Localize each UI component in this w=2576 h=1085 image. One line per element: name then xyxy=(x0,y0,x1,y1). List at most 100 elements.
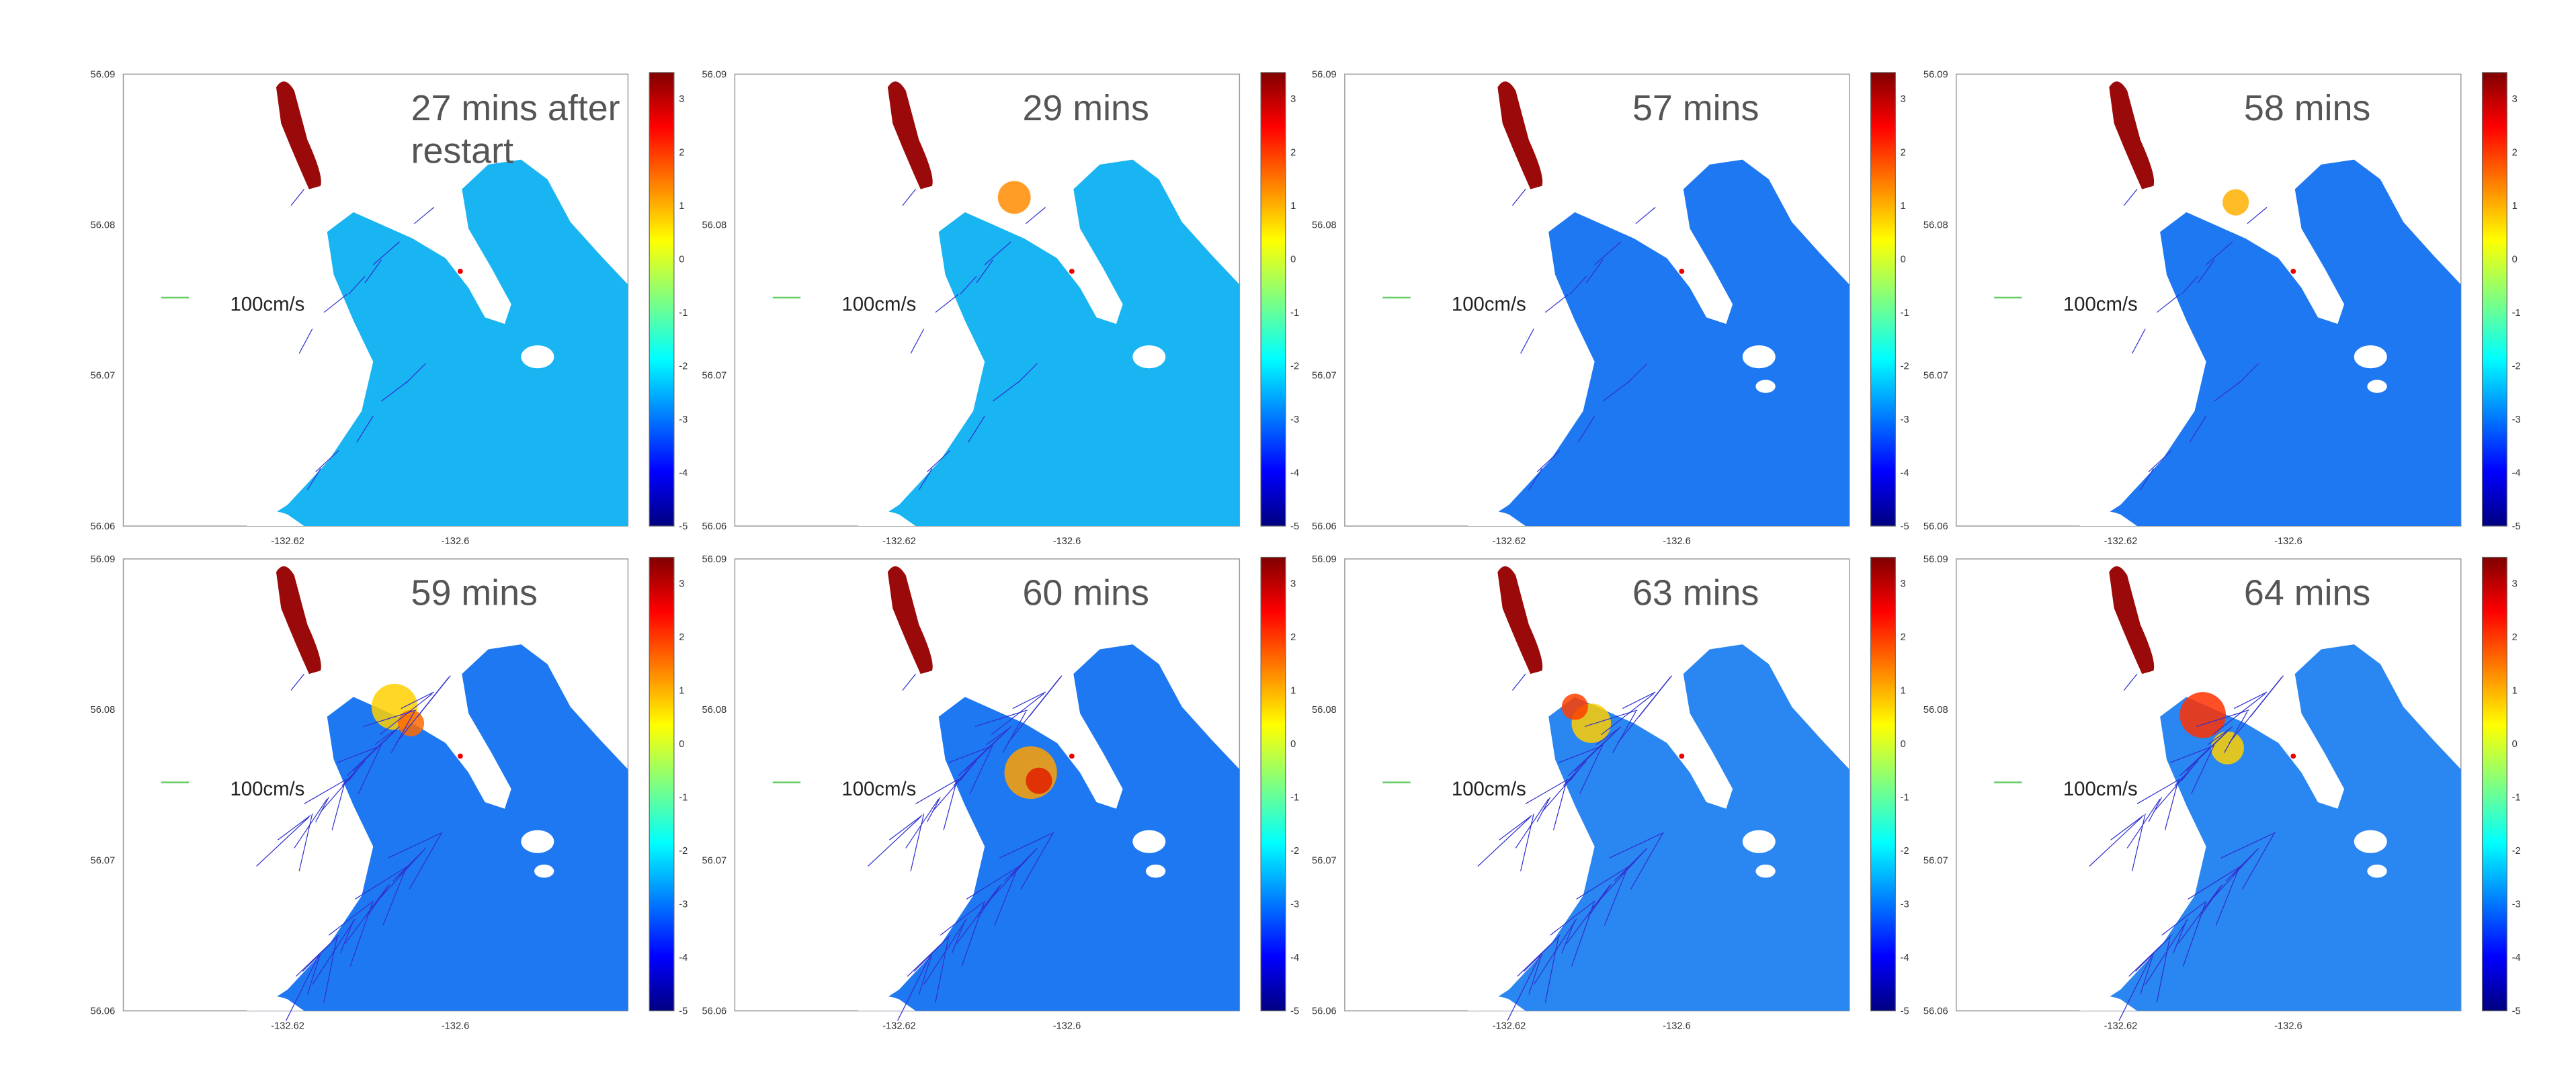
colorbar-tick-label: 0 xyxy=(1290,739,1296,750)
velocity-arrow xyxy=(2131,813,2146,871)
y-tick-label: 56.08 xyxy=(1312,705,1337,715)
shoreline xyxy=(2079,511,2137,527)
y-tick-label: 56.06 xyxy=(1312,1006,1337,1017)
colorbar-tick-label: 3 xyxy=(679,579,684,590)
x-tick-label: -132.62 xyxy=(2104,536,2138,547)
velocity-arrow xyxy=(1627,363,1648,384)
island xyxy=(534,864,554,878)
shoreline xyxy=(858,996,916,1011)
panel-title: 64 mins xyxy=(2243,572,2371,613)
velocity-arrow xyxy=(379,693,433,736)
velocity-arrow xyxy=(2148,450,2172,472)
x-tick-label: -132.6 xyxy=(442,536,470,547)
colorbar-tick-label: 0 xyxy=(679,739,684,750)
velocity-arrow xyxy=(401,691,435,709)
velocity-arrow xyxy=(1579,744,1604,795)
velocity-arrow xyxy=(304,779,347,804)
velocity-arrow xyxy=(2197,259,2215,284)
title-box: 59 mins xyxy=(411,572,538,613)
marker xyxy=(457,268,463,274)
velocity-arrow xyxy=(306,953,321,995)
hot-spot xyxy=(2222,189,2249,216)
colorbar xyxy=(2481,556,2507,1012)
y-tick-label: 56.09 xyxy=(1923,69,1948,80)
velocity-arrow xyxy=(1569,275,1587,295)
y-tick-label: 56.08 xyxy=(1312,220,1337,230)
y-tick-label: 56.06 xyxy=(1923,1006,1948,1017)
colorbar-tick-label: -3 xyxy=(679,900,688,910)
colorbar-tick-label: -4 xyxy=(679,953,688,963)
island xyxy=(2354,830,2387,853)
y-tick-label: 56.07 xyxy=(1312,371,1337,382)
colorbar-tick-label: -1 xyxy=(2512,793,2521,804)
y-tick-label: 56.09 xyxy=(1312,554,1337,565)
colorbar-tick-label: 0 xyxy=(2512,254,2518,265)
velocity-arrow xyxy=(1595,728,1620,745)
velocity-arrow xyxy=(2126,798,2161,849)
title-box: 64 mins xyxy=(2243,572,2371,613)
velocity-arrow xyxy=(902,189,916,206)
velocity-arrow xyxy=(381,381,408,402)
colorbar-tick-label: -5 xyxy=(679,521,688,532)
y-tick-label: 56.09 xyxy=(91,554,116,565)
colorbar-tick-label: 2 xyxy=(1290,147,1296,158)
colorbar-tick-label: -1 xyxy=(1901,793,1909,804)
colorbar xyxy=(1870,556,1896,1012)
velocity-arrow xyxy=(364,259,382,284)
velocity-arrow xyxy=(2232,851,2256,877)
velocity-arrow xyxy=(918,953,933,995)
y-tick-label: 56.08 xyxy=(702,220,726,230)
colorbar-tick-label: -2 xyxy=(679,361,688,372)
panel-title: 60 mins xyxy=(1022,572,1149,613)
velocity-arrow xyxy=(2206,241,2233,265)
velocity-arrow xyxy=(382,867,407,926)
velocity-arrow xyxy=(1507,955,1541,1021)
velocity-arrow xyxy=(2140,468,2154,490)
y-tick-label: 56.07 xyxy=(702,855,726,866)
velocity-arrow xyxy=(1020,831,1054,889)
velocity-arrow xyxy=(960,764,974,781)
velocity-arrow xyxy=(910,329,925,354)
velocity-arrow xyxy=(348,275,366,295)
velocity-arrow xyxy=(1594,241,1622,265)
colorbar-tick-label: -2 xyxy=(679,846,688,857)
velocity-arrow xyxy=(935,294,959,313)
velocity-arrow xyxy=(948,746,992,763)
velocity-arrow xyxy=(1612,711,1636,753)
velocity-arrow xyxy=(2135,938,2169,972)
velocity-arrow xyxy=(306,468,321,490)
velocity-arrow xyxy=(960,275,977,295)
colorbar-tick-label: -5 xyxy=(1901,521,1909,532)
velocity-arrow xyxy=(2156,294,2180,313)
colorbar-tick-label: 3 xyxy=(1901,94,1906,105)
hot-spot xyxy=(1026,767,1052,794)
colorbar-tick-label: -3 xyxy=(2512,415,2521,425)
marker xyxy=(1069,268,1075,274)
marker xyxy=(2290,268,2296,274)
y-tick-label: 56.09 xyxy=(91,69,116,80)
velocity-arrow xyxy=(940,902,984,936)
lake xyxy=(2109,81,2155,189)
scale-label: 100cm/s xyxy=(1452,778,1526,800)
velocity-arrow xyxy=(298,329,313,354)
colorbar-tick-label: 3 xyxy=(1290,94,1296,105)
shoreline xyxy=(1468,996,1526,1011)
velocity-arrow xyxy=(1576,865,1630,900)
water xyxy=(255,644,628,1011)
colorbar-tick-label: -1 xyxy=(1290,793,1299,804)
y-tick-label: 56.06 xyxy=(1312,521,1337,532)
colorbar-tick-label: 3 xyxy=(2512,579,2518,590)
colorbar-tick-label: 2 xyxy=(679,632,684,643)
velocity-arrow xyxy=(315,450,339,472)
title-box: 29 mins xyxy=(1022,87,1149,128)
velocity-arrow xyxy=(1536,450,1561,472)
velocity-arrow xyxy=(366,883,390,918)
velocity-arrow xyxy=(977,883,1002,918)
colorbar-tick-label: -2 xyxy=(1901,361,1909,372)
hot-spot xyxy=(2210,731,2244,765)
hot-spot xyxy=(997,181,1031,214)
panel-title: 57 mins xyxy=(1632,87,1759,129)
